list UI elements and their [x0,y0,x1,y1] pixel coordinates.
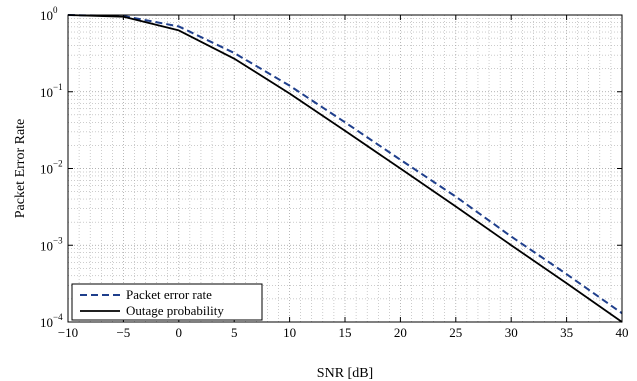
x-tick-label: 30 [505,325,518,340]
y-tick-label: 100 [40,5,58,23]
x-tick-label: 0 [176,325,183,340]
series-layer [67,14,623,323]
legend-box [71,283,263,321]
tick-labels: −10 −5 0 5 10 15 20 25 30 35 40 100 10−1 10−2 10−3 10−4 [40,5,629,340]
legend-label-outage-probability: Outage probability [126,303,224,318]
y-tick-label: 10−2 [40,159,63,177]
x-tick-label: −5 [116,325,130,340]
series-line-packet-error-rate [67,14,623,315]
x-tick-label: 15 [339,325,352,340]
x-axis-label: SNR [dB] [317,366,373,381]
x-tick-label: 25 [449,325,462,340]
x-tick-label: 5 [231,325,238,340]
legend-label-packet-error-rate: Packet error rate [126,287,212,302]
y-tick-label: 10−3 [40,235,63,253]
x-tick-label: −10 [58,325,78,340]
legend: Packet error rate Outage probability [71,283,263,321]
y-tick-label: 10−4 [40,312,63,330]
x-tick-label: 40 [616,325,629,340]
grid [68,15,622,322]
y-tick-label: 10−1 [40,82,63,100]
series-line-outage-probability [67,14,623,323]
x-tick-label: 20 [394,325,407,340]
x-tick-label: 35 [560,325,573,340]
y-axis-label: Packet Error Rate [13,119,28,219]
x-tick-label: 10 [283,325,296,340]
